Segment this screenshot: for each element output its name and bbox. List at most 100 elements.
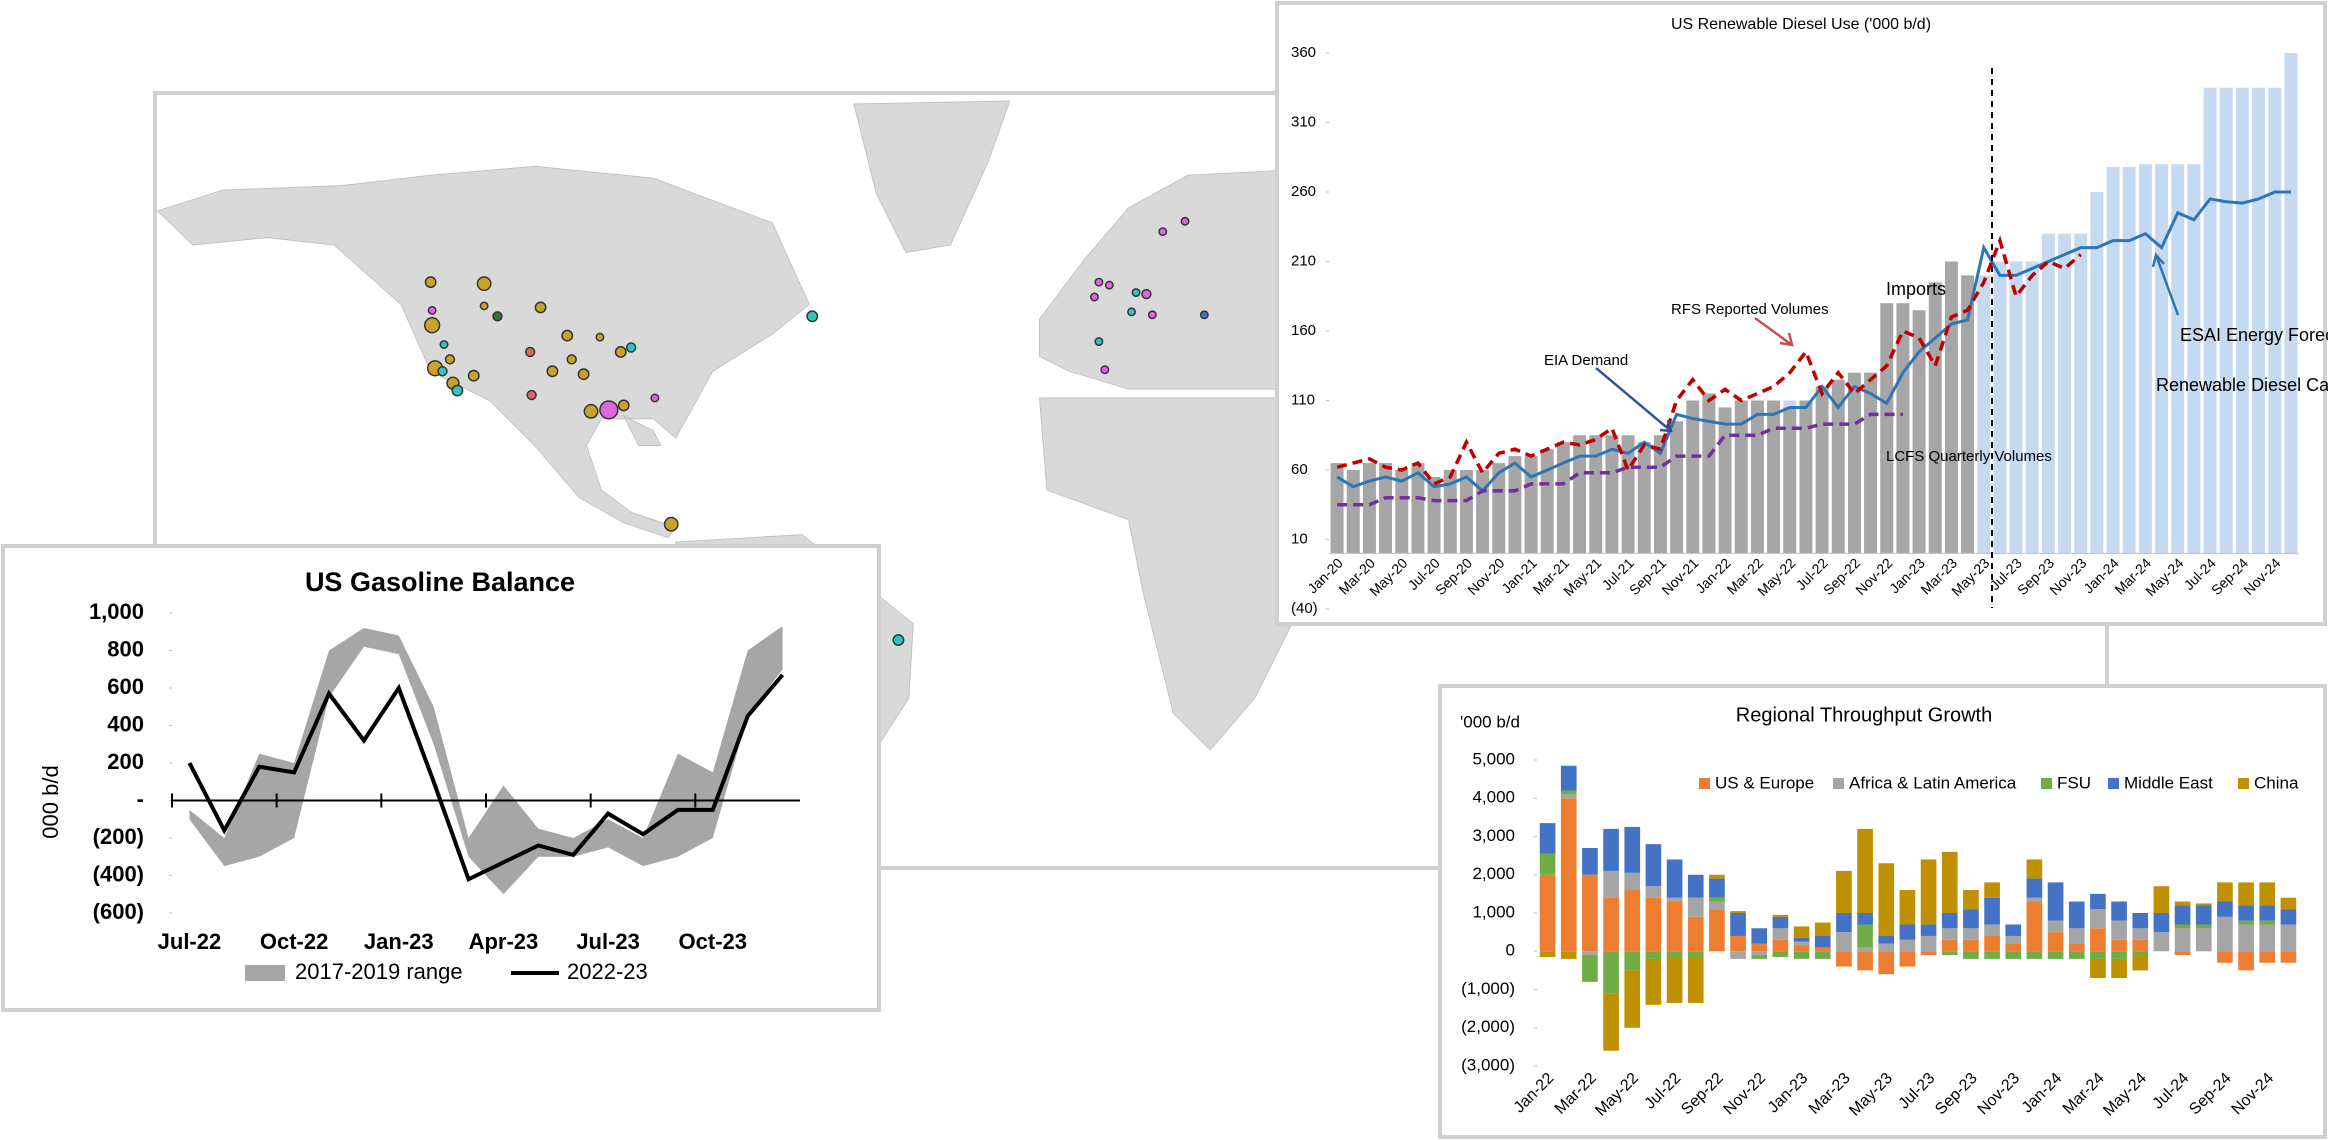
site <box>451 384 464 397</box>
bar <box>1637 442 1651 554</box>
site <box>1147 310 1157 320</box>
bar-segment <box>2026 901 2043 952</box>
x-tick-label: Oct-22 <box>260 929 328 954</box>
bar-segment <box>1730 935 1746 952</box>
site <box>583 403 599 419</box>
legend-swatch <box>2238 778 2249 789</box>
bar-segment <box>2259 905 2276 921</box>
bar-segment <box>2132 951 2149 956</box>
site <box>1094 277 1104 287</box>
y-tick-label: 1,000 <box>1472 902 1515 921</box>
bar-segment <box>2026 897 2043 902</box>
site <box>423 317 441 334</box>
bar-segment <box>1539 951 1556 957</box>
bar-segment <box>1772 939 1789 952</box>
y-tick-label: (200) <box>93 824 144 849</box>
bar-segment <box>2174 928 2191 952</box>
bar <box>1847 372 1861 554</box>
y-tick-label: 2,000 <box>1472 864 1515 883</box>
bar-segment <box>2238 924 2254 952</box>
bar <box>1767 400 1781 554</box>
site <box>1141 288 1152 300</box>
bar-segment <box>1899 890 1916 925</box>
bar <box>2268 87 2282 554</box>
bar-segment <box>2132 928 2149 940</box>
bar-segment <box>1836 913 1852 933</box>
bar-segment <box>2259 924 2276 952</box>
site <box>492 311 503 322</box>
greenland <box>853 100 1011 253</box>
bar-segment <box>1814 947 1831 952</box>
bar-segment <box>1836 932 1852 952</box>
bar-segment <box>2217 951 2233 963</box>
bar <box>1734 400 1748 554</box>
bar-segment <box>1539 874 1556 952</box>
annotation-arrows <box>1595 252 2180 433</box>
bar-segment <box>1963 939 1979 952</box>
bar-segment <box>1814 935 1831 948</box>
site <box>476 276 492 292</box>
bar <box>2219 87 2233 554</box>
bar <box>1799 400 1813 554</box>
bar <box>1540 449 1554 554</box>
bar-segment <box>1709 874 1725 879</box>
bar-segment <box>1560 794 1577 799</box>
bar-segment <box>2259 920 2276 925</box>
range-band <box>189 626 783 895</box>
bar-segment <box>2238 882 2254 906</box>
legend-swatch <box>2108 778 2119 789</box>
bar-segment <box>1793 945 1810 952</box>
site <box>1180 216 1190 226</box>
line-series <box>1336 235 2082 487</box>
bar-segment <box>1772 916 1789 929</box>
bar <box>1492 463 1506 554</box>
bar-segment <box>1941 951 1958 956</box>
bar-segment <box>1603 951 1619 994</box>
x-tick-label: Apr-23 <box>469 929 539 954</box>
bar-segment <box>1645 886 1662 898</box>
bar <box>2235 87 2249 554</box>
arrow <box>1754 316 1794 347</box>
bar-segment <box>2195 905 2212 925</box>
bar <box>1605 435 1619 554</box>
legend-label: Africa & Latin America <box>1849 773 2017 792</box>
bar-segment <box>1899 924 1916 940</box>
bar <box>2025 261 2039 554</box>
site <box>546 365 559 378</box>
bar-segment <box>1666 901 1683 952</box>
bar-segment <box>1984 882 2000 898</box>
bar-segment <box>2047 932 2064 952</box>
legend-label: 2017-2019 range <box>295 959 463 984</box>
bar-segment <box>1624 951 1641 971</box>
bar-segment <box>1687 874 1704 898</box>
bar-segment <box>1624 890 1641 952</box>
site <box>479 301 489 311</box>
bar-segment <box>1772 914 1789 917</box>
bar <box>1395 470 1409 554</box>
site <box>625 342 637 353</box>
site <box>663 516 679 532</box>
annotation: ESAI Energy Forecast <box>2180 325 2328 345</box>
bar-segment <box>1582 951 1598 956</box>
north-america <box>156 165 810 539</box>
bar <box>2155 164 2169 554</box>
bar-segment <box>2280 909 2297 925</box>
site <box>892 634 905 646</box>
bar-segment <box>1730 951 1746 959</box>
y-tick-label: 110 <box>1291 391 1315 408</box>
bar <box>1670 421 1684 554</box>
throughput-chart: Regional Throughput Growth 5,000 4,000 3,00… <box>1438 684 2327 1139</box>
y-tick-label: (3,000) <box>1461 1055 1515 1074</box>
bar-segment <box>1560 765 1577 791</box>
bar-segment <box>1793 941 1810 946</box>
arrow <box>2151 252 2180 316</box>
bar-segment <box>1709 901 1725 910</box>
bar-segment <box>1984 951 2000 959</box>
bar-segment <box>1603 870 1619 898</box>
gasoline-chart: US Gasoline Balance 1,000 800 600 400 200 - (20… <box>1 544 881 1012</box>
map-points <box>423 216 1209 646</box>
bar-segment <box>1603 897 1619 952</box>
y-axis-label: '000 b/d <box>1460 712 1520 731</box>
